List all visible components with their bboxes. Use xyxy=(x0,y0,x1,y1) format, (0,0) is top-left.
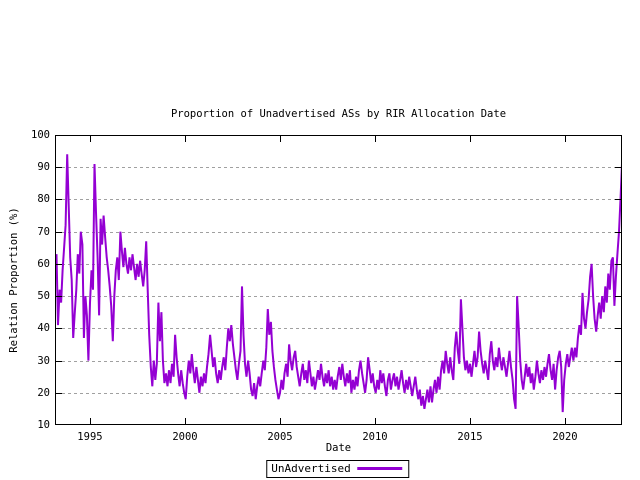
x-tick-label: 2015 xyxy=(457,431,483,443)
y-tick-label: 20 xyxy=(37,386,50,399)
y-tick-label: 40 xyxy=(37,322,50,335)
y-tick-label: 80 xyxy=(37,193,50,206)
legend-line-sample xyxy=(357,467,403,470)
y-tick-label: 10 xyxy=(37,419,50,431)
x-tick-label: 2005 xyxy=(267,431,293,443)
chart-title: Proportion of Unadvertised ASs by RIR Al… xyxy=(170,108,507,120)
legend-label: UnAdvertised xyxy=(271,462,351,475)
y-tick-label: 100 xyxy=(31,129,50,141)
plot-area xyxy=(55,135,622,425)
y-tick-label: 60 xyxy=(37,257,50,270)
y-tick-label: 50 xyxy=(37,290,50,303)
y-tick-label: 70 xyxy=(37,225,50,238)
y-tick-label: 90 xyxy=(37,161,50,174)
legend: UnAdvertised xyxy=(266,460,410,478)
plot-svg xyxy=(55,135,622,425)
x-tick-label: 2000 xyxy=(172,431,198,443)
x-tick-label: 2020 xyxy=(552,431,578,443)
x-tick-label: 2010 xyxy=(362,431,388,443)
x-axis-label: Date xyxy=(325,442,352,454)
x-tick-label: 1995 xyxy=(77,431,103,443)
y-tick-label: 30 xyxy=(37,354,50,367)
